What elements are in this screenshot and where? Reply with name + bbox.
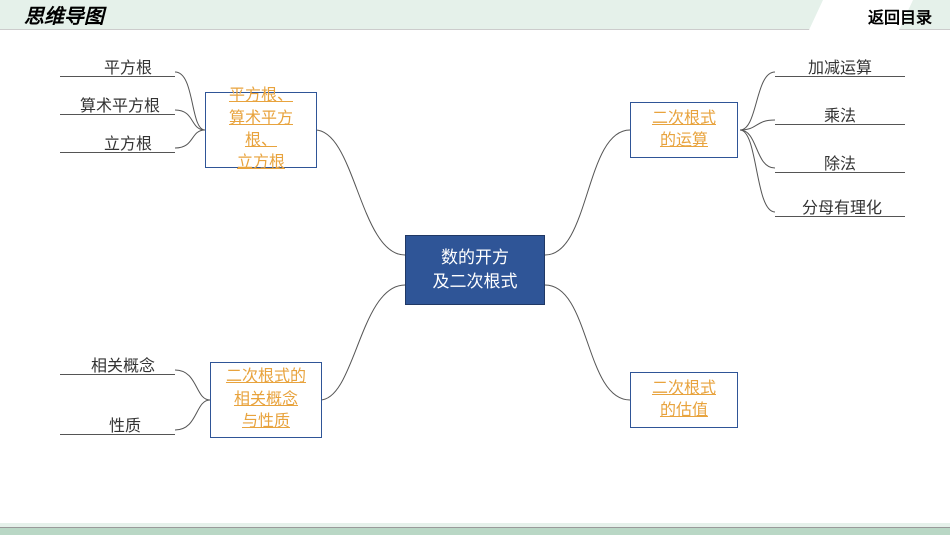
leaf-bl-1: 性质 <box>95 412 155 436</box>
leaf-line <box>60 434 175 435</box>
back-to-toc-link[interactable]: 返回目录 <box>868 4 932 28</box>
branch-tr[interactable]: 二次根式的运算 <box>630 102 738 158</box>
leaf-line <box>775 124 905 125</box>
page-title: 思维导图 <box>0 0 104 29</box>
leaf-line <box>775 76 905 77</box>
leaf-tl-0: 平方根 <box>88 54 168 78</box>
branch-bl[interactable]: 二次根式的相关概念与性质 <box>210 362 322 438</box>
branch-br[interactable]: 二次根式的估值 <box>630 372 738 428</box>
leaf-line <box>775 216 905 217</box>
branch-br-text: 二次根式的估值 <box>652 378 716 423</box>
leaf-tl-1: 算术平方根 <box>70 92 170 116</box>
leaf-line <box>60 152 175 153</box>
leaf-line <box>775 172 905 173</box>
branch-tl-text: 平方根、算术平方根、立方根 <box>216 85 306 175</box>
leaf-bl-0: 相关概念 <box>78 352 168 376</box>
leaf-tr-2: 除法 <box>810 150 870 174</box>
leaf-tr-3: 分母有理化 <box>787 194 897 218</box>
leaf-tl-2: 立方根 <box>88 130 168 154</box>
footer-bar <box>0 527 950 535</box>
header-bar: 思维导图 <box>0 0 950 30</box>
leaf-tr-1: 乘法 <box>810 102 870 126</box>
leaf-line <box>60 76 175 77</box>
branch-bl-text: 二次根式的相关概念与性质 <box>226 366 306 433</box>
center-node-text: 数的开方及二次根式 <box>433 246 518 294</box>
center-node: 数的开方及二次根式 <box>405 235 545 305</box>
leaf-line <box>60 114 175 115</box>
leaf-line <box>60 374 175 375</box>
branch-tl[interactable]: 平方根、算术平方根、立方根 <box>205 92 317 168</box>
leaf-tr-0: 加减运算 <box>795 54 885 78</box>
branch-tr-text: 二次根式的运算 <box>652 108 716 153</box>
